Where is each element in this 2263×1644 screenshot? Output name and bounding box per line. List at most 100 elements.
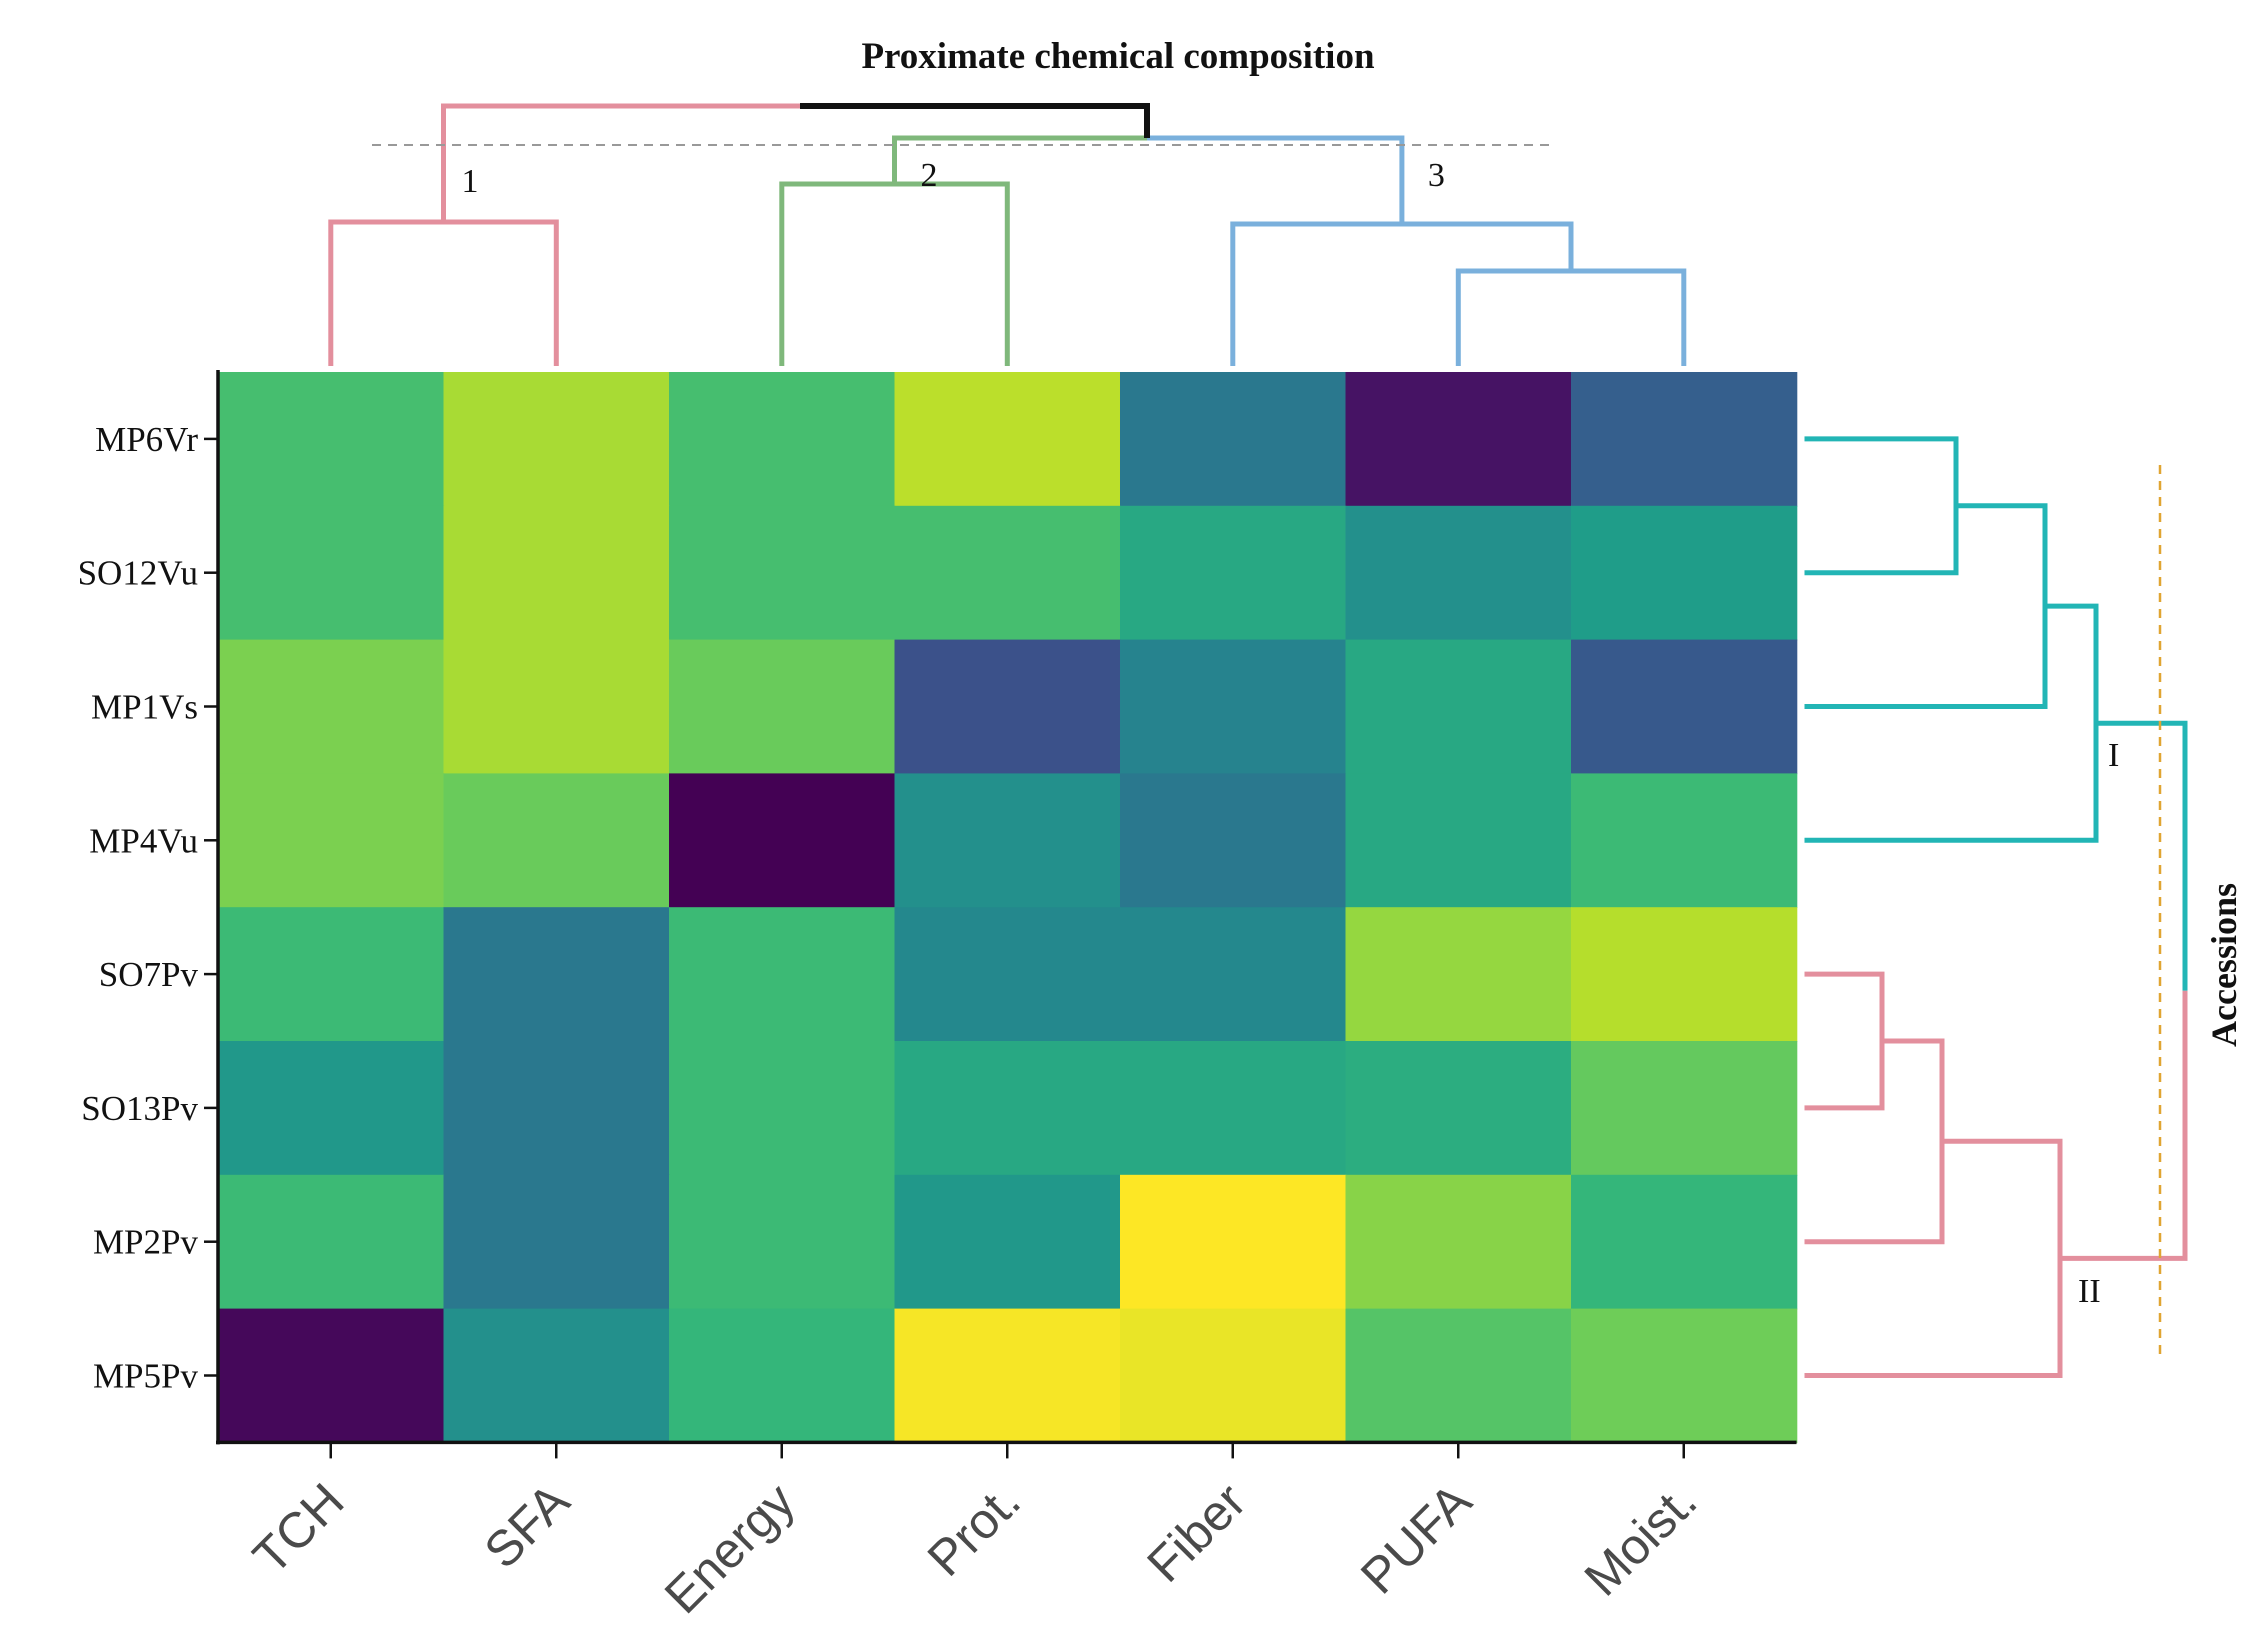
heatmap-cell <box>443 907 670 1042</box>
heatmap-cell <box>1571 773 1798 908</box>
row-label: MP5Pv <box>93 1357 199 1396</box>
row-cluster-label: II <box>2078 1273 2101 1310</box>
heatmap-cell <box>1571 1174 1798 1310</box>
heatmap-cell <box>669 1174 896 1310</box>
column-labels: TCH SFA Energy Prot. Fiber PUFA Moist. <box>242 1472 1707 1624</box>
heatmap-cell <box>1571 907 1798 1042</box>
cluster-I-link-a <box>1804 436 1959 576</box>
heatmap-cell <box>1345 1041 1572 1176</box>
heatmap-cell <box>1571 372 1798 507</box>
heatmap-cell <box>1345 1174 1572 1310</box>
cluster-3-inner-link <box>1455 268 1687 366</box>
heatmap-cell <box>1345 639 1572 775</box>
row-label: SO13Pv <box>81 1089 198 1128</box>
column-label: Energy <box>654 1473 806 1625</box>
column-cluster-label: 1 <box>462 163 479 200</box>
heatmap-cell <box>894 372 1121 507</box>
heatmap-cell <box>669 372 896 507</box>
cluster-II-link-c <box>1804 1138 2063 1378</box>
row-cluster-label: I <box>2108 737 2119 774</box>
row-label: SO12Vu <box>78 554 198 593</box>
column-label: Prot. <box>917 1473 1031 1587</box>
heatmap-cell <box>443 639 670 775</box>
heatmap-cell <box>218 639 445 775</box>
column-label: PUFA <box>1350 1472 1482 1604</box>
heatmap-cell <box>1120 907 1347 1042</box>
row-root-link-II <box>2060 990 2188 1261</box>
heatmap-cell <box>1345 372 1572 507</box>
heatmap-cell <box>669 907 896 1042</box>
heatmap-cell <box>669 505 896 641</box>
heatmap-cell <box>1345 1308 1572 1444</box>
row-label: MP1Vs <box>91 688 198 727</box>
heatmap-cell <box>894 773 1121 908</box>
heatmap-cell <box>1345 505 1572 641</box>
heatmap-cell <box>669 1308 896 1444</box>
heatmap-cell <box>218 505 445 641</box>
row-label: MP2Pv <box>93 1223 199 1262</box>
heatmap-cell <box>1571 639 1798 775</box>
chart-title: Proximate chemical composition <box>861 36 1375 77</box>
heatmap-cell <box>894 1041 1121 1176</box>
heatmap-cell <box>1571 505 1798 641</box>
heatmap-cell <box>443 1308 670 1444</box>
cluster-II-link-a <box>1804 971 1885 1111</box>
heatmap-grid <box>218 372 1798 1444</box>
heatmap-cell <box>1120 1174 1347 1310</box>
dendrogram-root-link <box>800 103 1150 138</box>
heatmap-cell <box>218 1308 445 1444</box>
cluster-2-link <box>779 181 1010 366</box>
row-label: MP4Vu <box>89 821 198 860</box>
heatmap-cell <box>669 1041 896 1176</box>
heatmap-cell <box>218 1174 445 1310</box>
heatmap-cell <box>443 773 670 908</box>
heatmap-cell <box>218 1041 445 1176</box>
heatmap-cell <box>894 505 1121 641</box>
heatmap-cell <box>443 1174 670 1310</box>
heatmap-cell <box>443 1041 670 1176</box>
heatmap-cell <box>669 639 896 775</box>
column-cluster-label: 2 <box>921 157 938 194</box>
heatmap-cell <box>443 372 670 507</box>
heatmap-cell <box>218 372 445 507</box>
column-label: SFA <box>474 1472 581 1579</box>
heatmap-cell <box>1571 1041 1798 1176</box>
heatmap-cell <box>443 505 670 641</box>
heatmap-cell <box>669 773 896 908</box>
heatmap-cell <box>1120 372 1347 507</box>
heatmap-cell <box>218 773 445 908</box>
heatmap-cell <box>1120 773 1347 908</box>
column-dendrogram: 1 2 3 <box>328 103 1687 366</box>
cluster-1-stem <box>441 103 800 222</box>
cluster-1-link <box>328 219 559 366</box>
row-dendrogram: III <box>1804 436 2188 1378</box>
row-label: MP6Vr <box>95 420 198 459</box>
heatmap-cell <box>894 1308 1121 1444</box>
cluster-I-link-b <box>1804 503 2048 709</box>
heatmap-cell <box>894 907 1121 1042</box>
heatmap-axes <box>204 370 1797 1459</box>
heatmap-cell <box>894 639 1121 775</box>
heatmap-cell <box>1120 1308 1347 1444</box>
accessions-axis-label: Accessions <box>2204 883 2244 1047</box>
heatmap-cell <box>1345 773 1572 908</box>
cluster-3-link <box>1230 221 1574 366</box>
heatmap-cell <box>1571 1308 1798 1444</box>
heatmap-cell <box>1345 907 1572 1042</box>
heatmap-cell <box>1120 505 1347 641</box>
heatmap-cell <box>218 907 445 1042</box>
cluster-3-stem <box>1147 135 1405 224</box>
column-label: Fiber <box>1136 1473 1256 1593</box>
column-cluster-label: 3 <box>1428 157 1445 194</box>
heatmap-cell <box>1120 1041 1347 1176</box>
cluster-I-link-c <box>1804 603 2099 843</box>
heatmap-cell <box>1120 639 1347 775</box>
cluster-2-stem <box>892 135 1147 184</box>
row-label: SO7Pv <box>99 955 199 994</box>
heatmap-cell <box>894 1174 1121 1310</box>
cluster-II-link-b <box>1804 1038 1945 1245</box>
row-root-link-I <box>2096 720 2188 991</box>
row-labels: MP6Vr SO12Vu MP1Vs MP4Vu SO7Pv SO13Pv MP2Pv MP5… <box>78 420 199 1396</box>
column-label: Moist. <box>1574 1473 1708 1607</box>
